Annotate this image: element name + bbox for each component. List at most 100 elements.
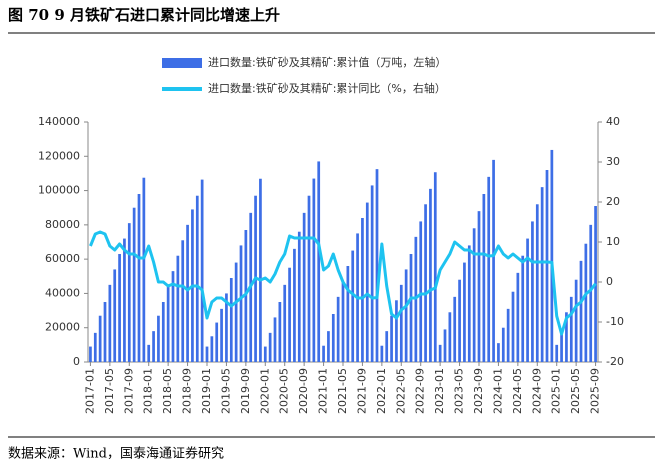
- line: [89, 230, 597, 336]
- x-tick-label: 2022-01: [375, 368, 388, 414]
- bar: [215, 322, 219, 362]
- bar: [584, 243, 588, 362]
- y-tick-label: 100000: [38, 184, 80, 197]
- bar: [516, 272, 520, 362]
- bar: [331, 314, 335, 362]
- bar: [98, 315, 102, 362]
- x-tick-label: 2021-05: [336, 368, 349, 414]
- x-tick-label: 2019-05: [219, 368, 232, 414]
- bar: [142, 177, 146, 362]
- bar: [399, 284, 403, 362]
- bar: [244, 230, 248, 362]
- x-tick-label: 2019-01: [200, 368, 213, 414]
- bar: [239, 245, 243, 362]
- bar: [297, 231, 301, 362]
- bar: [560, 329, 563, 362]
- bar: [472, 228, 476, 362]
- bar: [200, 179, 204, 362]
- bar: [152, 331, 155, 362]
- chart-title: 图 70 9 月铁矿石进口累计同比增速上升: [8, 6, 280, 24]
- y-tick-label: 20000: [45, 321, 80, 334]
- y2-tick-label: 40: [606, 115, 620, 128]
- bar: [312, 178, 316, 362]
- bar: [234, 262, 238, 362]
- bar: [438, 344, 442, 362]
- bar: [448, 312, 452, 362]
- bar: [103, 302, 107, 362]
- y-tick-label: 40000: [45, 286, 80, 299]
- x-tick-label: 2025-01: [550, 368, 563, 414]
- bar: [108, 284, 112, 362]
- x-tick-label: 2021-01: [317, 368, 330, 414]
- bar: [278, 302, 282, 362]
- y2-tick-label: -20: [606, 355, 624, 368]
- bar: [123, 238, 126, 362]
- x-tick-label: 2023-01: [433, 368, 446, 414]
- bar: [268, 332, 272, 362]
- bar: [157, 315, 160, 362]
- bar: [113, 269, 117, 362]
- bar: [327, 331, 330, 362]
- legend-label: 进口数量:铁矿砂及其精矿:累计值（万吨，左轴）: [208, 55, 446, 69]
- bar: [137, 194, 141, 362]
- x-tick-label: 2021-09: [355, 368, 368, 414]
- y-tick-label: 140000: [38, 115, 80, 128]
- bar: [521, 255, 525, 362]
- legend-label: 进口数量:铁矿砂及其精矿:累计同比（%，右轴）: [208, 81, 446, 95]
- x-tick-label: 2017-09: [122, 368, 135, 414]
- bar: [579, 260, 583, 362]
- bar: [540, 187, 544, 362]
- bar: [487, 176, 491, 362]
- x-tick-label: 2020-09: [297, 368, 310, 414]
- bar: [569, 296, 573, 362]
- bar: [477, 211, 481, 362]
- bar: [351, 250, 355, 362]
- bar: [365, 202, 369, 362]
- bar: [463, 262, 466, 362]
- legend-swatch: [162, 58, 202, 68]
- x-tick-label: 2017-01: [83, 368, 96, 414]
- x-tick-label: 2023-09: [472, 368, 485, 414]
- bar: [225, 293, 228, 362]
- bar: [302, 212, 306, 362]
- y-tick-label: 120000: [38, 149, 80, 162]
- y2-tick-label: 20: [606, 195, 620, 208]
- bar: [506, 308, 510, 362]
- bar: [127, 223, 131, 362]
- bar: [210, 336, 214, 362]
- bar: [497, 343, 500, 362]
- bar: [171, 271, 175, 362]
- bar: [443, 329, 447, 362]
- bar: [433, 172, 437, 362]
- x-tick-label: 2024-09: [530, 368, 543, 414]
- bar: [482, 194, 486, 362]
- x-tick-label: 2025-05: [569, 368, 582, 414]
- bar: [322, 345, 325, 362]
- bar: [511, 291, 515, 362]
- bar: [380, 345, 384, 362]
- x-tick-label: 2018-05: [161, 368, 174, 414]
- bar: [361, 218, 364, 362]
- bar: [293, 248, 296, 362]
- y-tick-label: 60000: [45, 252, 80, 265]
- bar: [395, 300, 398, 362]
- source: 数据来源：Wind，国泰海通证券研究: [8, 446, 224, 462]
- x-tick-label: 2020-01: [258, 368, 271, 414]
- bar: [147, 344, 151, 362]
- bar: [492, 159, 495, 362]
- x-tick-label: 2017-05: [103, 368, 116, 414]
- bar: [341, 281, 345, 362]
- y2-tick-label: -10: [606, 315, 624, 328]
- bar: [550, 149, 554, 362]
- bar: [317, 161, 321, 362]
- bar: [273, 317, 277, 362]
- bar: [166, 286, 170, 362]
- y-tick-label: 0: [73, 355, 80, 368]
- bar: [565, 312, 568, 362]
- bar: [555, 344, 559, 362]
- bar: [409, 254, 413, 362]
- bar: [307, 195, 311, 362]
- bar: [259, 178, 262, 362]
- bar: [375, 169, 379, 362]
